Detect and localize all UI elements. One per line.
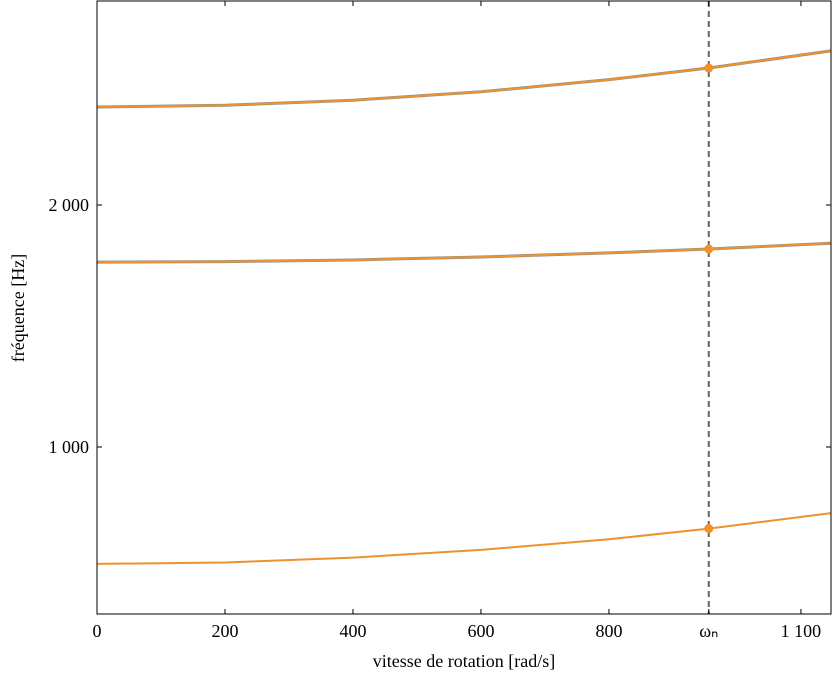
y-axis-label: fréquence [Hz] [8,254,28,362]
x-axis-label: vitesse de rotation [rad/s] [373,651,555,671]
x-tick-label: 400 [339,621,366,641]
line-series [97,49,831,108]
x-tick-label: ωₙ [699,621,718,641]
point [704,63,714,73]
x-tick-label: 1 100 [781,621,822,641]
x-tick-label: 0 [93,621,102,641]
point [704,244,714,254]
x-tick-label: 800 [595,621,622,641]
x-tick-label: 600 [467,621,494,641]
plot-area [97,1,831,614]
line-series [97,241,831,264]
y-tick-label: 2 000 [49,195,90,215]
line-series [97,49,831,109]
y-tick-label: 1 000 [49,437,90,457]
line-series [97,512,831,565]
axes-frame [96,0,832,615]
x-tick-label: 200 [211,621,238,641]
point [704,524,714,534]
line-series [97,242,831,264]
